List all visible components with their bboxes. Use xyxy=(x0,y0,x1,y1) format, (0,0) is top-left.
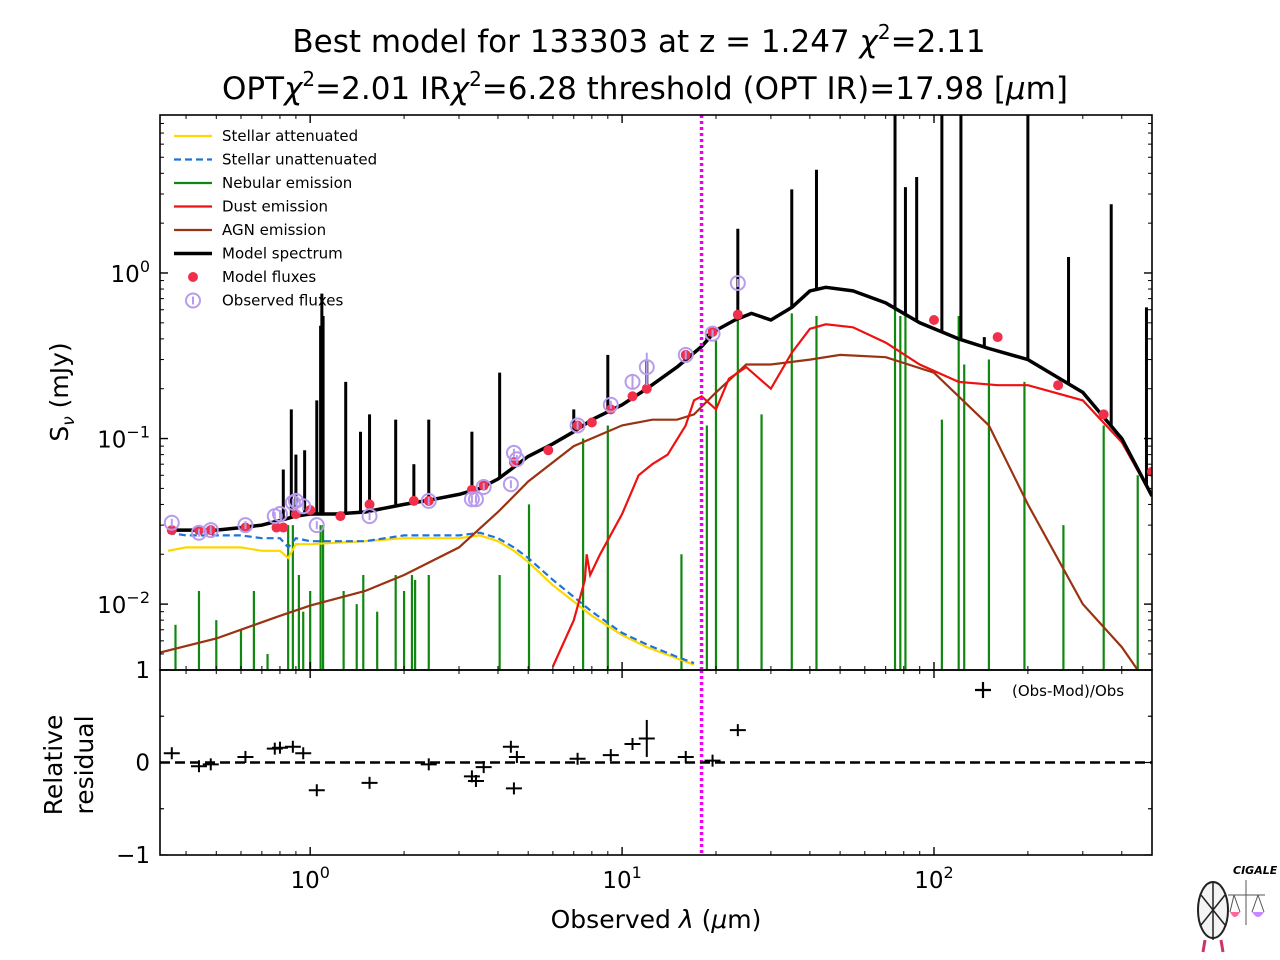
legend-label: Stellar unattenuated xyxy=(222,151,377,169)
model-flux-point xyxy=(1147,466,1152,477)
sed-plot-area xyxy=(160,115,1152,670)
observed-flux-point xyxy=(729,275,746,292)
observed-flux-point xyxy=(190,524,207,541)
model-flux-point xyxy=(335,511,346,522)
y-tick-label: 10−1 xyxy=(97,423,150,454)
observed-flux-point xyxy=(163,514,180,531)
y-axis-label-bottom-line2: residual xyxy=(70,715,99,814)
chart-title-line2: OPTχ2=2.01 IRχ2=6.28 threshold (OPT IR)=… xyxy=(222,67,1068,107)
y-tick-label-residual: 1 xyxy=(135,658,150,684)
observed-flux-point xyxy=(361,508,378,525)
residual-legend: (Obs-Mod)/Obs xyxy=(975,682,1124,700)
y-tick-label: 100 xyxy=(111,257,150,288)
agn-emission-line xyxy=(160,353,1139,670)
observed-flux-point xyxy=(295,498,312,515)
observed-flux-point xyxy=(502,476,519,493)
model-flux-point xyxy=(543,445,554,456)
legend-label: Stellar attenuated xyxy=(222,127,358,145)
observed-flux-point xyxy=(677,346,694,363)
observed-flux-point xyxy=(475,478,492,495)
model-flux-point xyxy=(1098,409,1109,420)
observed-flux-point xyxy=(271,506,288,523)
residual-legend-label: (Obs-Mod)/Obs xyxy=(1012,682,1124,700)
dust-emission-line xyxy=(551,323,1152,667)
model-flux-point xyxy=(641,383,652,394)
y-axis-label-bottom-line1: Relative xyxy=(39,715,68,816)
model-flux-point xyxy=(928,315,939,326)
legend-label: Observed fluxes xyxy=(222,292,344,310)
observed-flux-point xyxy=(237,517,254,534)
legend: Stellar attenuated Stellar unattenuated Ne… xyxy=(174,127,377,310)
observed-flux-point xyxy=(467,491,484,508)
residual-plot-area xyxy=(160,670,1152,855)
legend-label: Model spectrum xyxy=(222,245,343,263)
model-flux-point xyxy=(627,391,638,402)
x-axis-label: Observed λ (μm) xyxy=(551,905,762,934)
model-flux-point xyxy=(278,522,289,533)
observed-flux-point xyxy=(624,373,641,390)
model-flux-point xyxy=(732,309,743,320)
y-tick-label: 10−2 xyxy=(97,588,150,619)
observed-flux-point xyxy=(463,491,480,508)
x-tick-label: 101 xyxy=(602,863,641,894)
legend-label: Nebular emission xyxy=(222,174,352,192)
x-tick-label: 100 xyxy=(290,863,329,894)
legend-swatch xyxy=(188,272,198,282)
residual-plot-frame xyxy=(159,669,1153,856)
observed-flux-point xyxy=(569,417,586,434)
observed-flux-point xyxy=(202,522,219,539)
model-flux-point xyxy=(1053,380,1064,391)
observed-flux-point xyxy=(704,325,721,342)
stellar-unattenuated-line xyxy=(167,531,695,665)
model-flux-point xyxy=(364,499,375,510)
legend-swatch xyxy=(185,292,201,309)
observed-flux-point xyxy=(602,396,619,413)
legend-label: Model fluxes xyxy=(222,268,316,286)
model-flux-point xyxy=(586,417,597,428)
y-axis-label-top: Sν (mJy) xyxy=(45,342,79,441)
model-flux-point xyxy=(992,332,1003,343)
chart-title-line1: Best model for 133303 at z = 1.247 χ2=2.… xyxy=(292,20,985,60)
y-tick-label-residual: −1 xyxy=(116,843,150,869)
stellar-attenuated-line xyxy=(167,534,695,666)
observed-flux-point xyxy=(508,451,525,468)
observed-flux-point xyxy=(420,492,437,509)
y-tick-label-residual: 0 xyxy=(135,751,150,777)
legend-label: Dust emission xyxy=(222,198,328,216)
x-tick-label: 102 xyxy=(914,863,953,894)
observed-flux-point xyxy=(638,359,655,376)
scales-icon xyxy=(1228,880,1265,925)
observed-flux-point xyxy=(308,517,325,534)
cigale-logo: CIGALE xyxy=(1197,864,1278,953)
cigale-logo-text: CIGALE xyxy=(1233,864,1278,877)
legend-label: AGN emission xyxy=(222,221,326,239)
model-flux-point xyxy=(408,495,419,506)
residual-legend-marker xyxy=(975,682,991,698)
